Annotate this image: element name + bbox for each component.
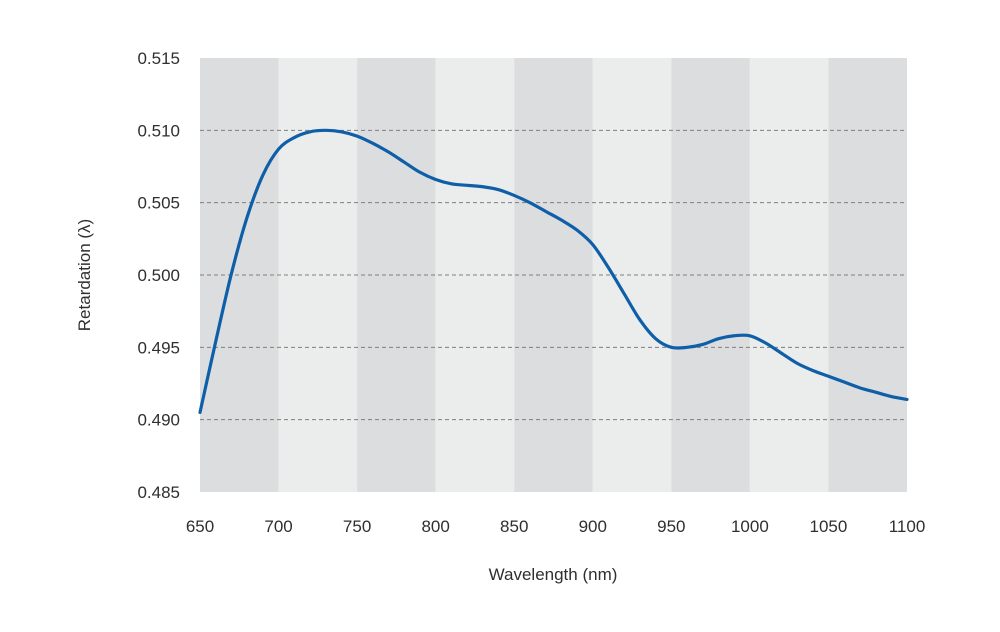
x-tick-label: 900: [579, 517, 607, 536]
y-tick-label: 0.495: [137, 338, 180, 357]
x-tick-label: 1000: [731, 517, 769, 536]
x-tick-label: 650: [186, 517, 214, 536]
series-line-retardation: [198, 128, 909, 415]
y-tick-label: 0.500: [137, 266, 180, 285]
y-tick-label: 0.510: [137, 121, 180, 140]
y-axis-title: Retardation (λ): [75, 219, 94, 331]
series-layer: [198, 128, 909, 415]
x-tick-label: 850: [500, 517, 528, 536]
x-tick-label: 950: [657, 517, 685, 536]
background-band: [278, 58, 358, 492]
y-tick-label: 0.515: [137, 49, 180, 68]
gridlines: [200, 129, 907, 421]
background-band: [592, 58, 672, 492]
x-tick-label: 1100: [889, 517, 926, 536]
y-tick-label: 0.505: [137, 194, 180, 213]
x-axis-title: Wavelength (nm): [489, 565, 618, 584]
x-tick-label: 750: [343, 517, 371, 536]
y-tick-label: 0.485: [137, 483, 180, 502]
x-tick-label: 700: [264, 517, 292, 536]
x-axis-ticks: 650 700 750 800 850 900 950 1000 1050 1100: [186, 517, 925, 536]
y-axis-ticks: 0.485 0.490 0.495 0.500 0.505 0.510 0.515: [137, 49, 180, 502]
x-tick-label: 800: [421, 517, 449, 536]
x-tick-label: 1050: [810, 517, 848, 536]
y-tick-label: 0.490: [137, 411, 180, 430]
